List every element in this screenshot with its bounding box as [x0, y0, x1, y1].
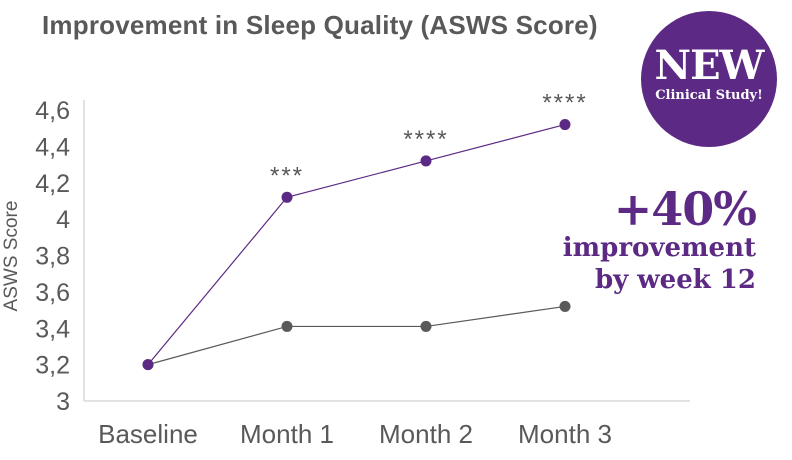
- y-tick-label: 3,2: [35, 352, 70, 380]
- series-layer: [142, 119, 571, 371]
- improvement-callout: +40% improvement by week 12: [562, 182, 757, 296]
- new-clinical-study-badge: NEW Clinical Study!: [641, 11, 777, 147]
- y-tick-label: 3,6: [35, 279, 70, 307]
- y-tick-label: 3: [56, 388, 70, 416]
- data-point: [281, 191, 293, 203]
- data-point: [281, 320, 293, 332]
- data-point: [142, 359, 154, 371]
- significance-label: ****: [542, 90, 587, 117]
- x-tick-label: Month 3: [518, 419, 612, 449]
- y-tick-label: 4,4: [35, 133, 70, 161]
- data-point: [420, 155, 432, 167]
- y-tick-label: 4,2: [35, 170, 70, 198]
- y-tick-label: 3,4: [35, 315, 70, 343]
- chart-title: Improvement in Sleep Quality (ASWS Score…: [42, 10, 598, 40]
- x-tick-label: Baseline: [98, 419, 198, 449]
- labels-layer: 3 3,2 3,4 3,6 3,8 4 4,2 4,4 4,6 Baseline Month 1 Mo…: [1, 90, 612, 449]
- data-point: [420, 320, 432, 332]
- y-tick-label: 4,6: [35, 97, 70, 125]
- series-line: [147, 123, 566, 366]
- series-line: [147, 305, 566, 366]
- y-tick-label: 4: [56, 206, 70, 234]
- callout-percentage: +40%: [613, 182, 757, 236]
- significance-label: ***: [270, 162, 304, 189]
- chart-axes: [83, 100, 690, 402]
- callout-text-line1: improvement: [562, 233, 756, 263]
- data-point: [559, 119, 571, 131]
- x-tick-label: Month 2: [379, 419, 473, 449]
- badge-subtext: Clinical Study!: [655, 88, 763, 103]
- y-axis-title: ASWS Score: [1, 201, 22, 312]
- y-tick-label: 3,8: [35, 243, 70, 271]
- significance-label: ****: [403, 126, 448, 153]
- data-point: [559, 300, 571, 312]
- x-tick-label: Month 1: [240, 419, 334, 449]
- badge-headline: NEW: [654, 42, 765, 89]
- callout-text-line2: by week 12: [594, 265, 756, 295]
